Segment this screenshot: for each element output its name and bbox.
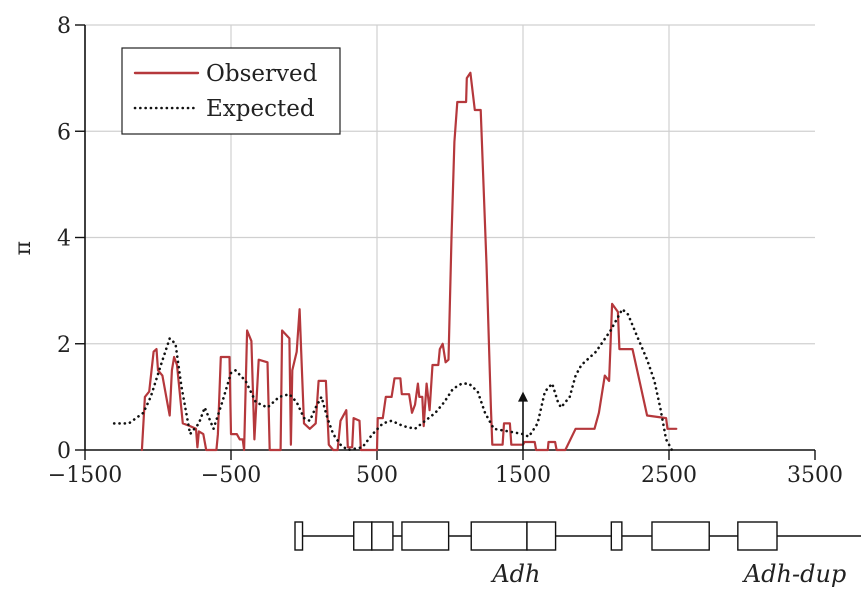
gene-label-adh_dup: Adh-dup	[742, 560, 846, 588]
x-tick-label: −1500	[48, 463, 122, 488]
gene-exon-box	[353, 521, 373, 551]
legend-label-observed: Observed	[206, 61, 318, 87]
x-tick-label: 2500	[641, 463, 697, 488]
x-tick-label: 3500	[787, 463, 843, 488]
series-line-expected	[112, 307, 674, 452]
axes: −1500 −500 500 1500 2500 3500 0 2 4 6 8 π	[11, 14, 843, 488]
gene-exon-box	[470, 521, 528, 551]
legend: Observed Expected	[121, 47, 341, 135]
gene-label-adh: Adh	[490, 560, 540, 588]
gene-exon-box	[294, 521, 304, 551]
gene-diagram: Adh Adh-dup	[294, 521, 861, 588]
gene-exon-box	[371, 521, 394, 551]
gene-exon-box	[610, 521, 623, 551]
gene-exon-box	[526, 521, 557, 551]
x-tick-label: 1500	[495, 463, 551, 488]
arrow-head	[518, 391, 528, 402]
y-tick-label: 8	[57, 14, 71, 39]
x-tick-label: −500	[201, 463, 261, 488]
gene-exon-box	[737, 521, 778, 551]
y-tick-label: 2	[57, 333, 71, 358]
series-layer	[112, 71, 678, 452]
gene-exon-box	[401, 521, 450, 551]
y-axis-label: π	[11, 241, 36, 255]
y-tick-label: 0	[57, 439, 71, 464]
legend-box	[121, 47, 341, 135]
y-tick-label: 6	[57, 120, 71, 145]
annotation-layer	[518, 391, 528, 450]
x-tick-label: 500	[356, 463, 398, 488]
legend-label-expected: Expected	[206, 96, 315, 122]
y-tick-label: 4	[57, 227, 71, 252]
series-line-observed	[140, 71, 678, 452]
gene-exon-box	[651, 521, 710, 551]
